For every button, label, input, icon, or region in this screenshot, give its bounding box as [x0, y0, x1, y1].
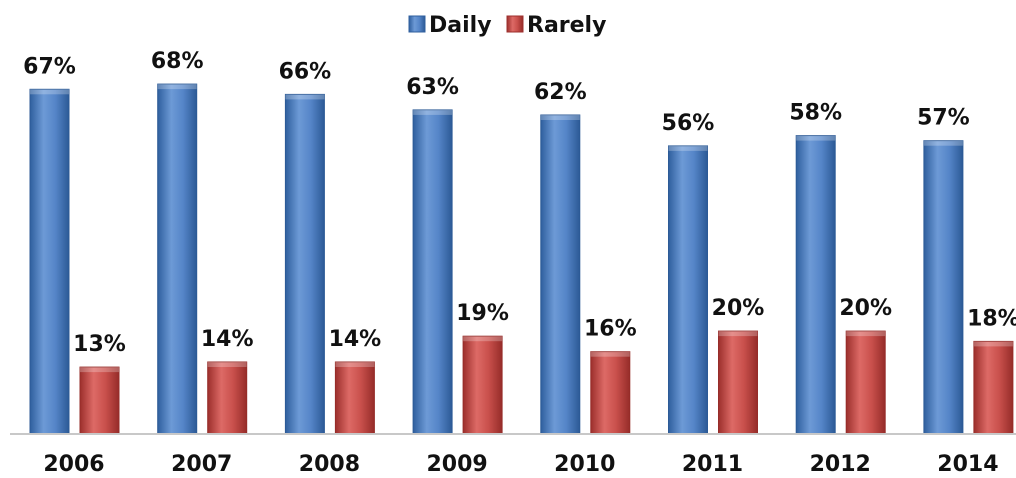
x-tick-label-2010: 2010 [554, 452, 615, 477]
bar-rarely-2011 [718, 330, 758, 435]
bar-daily-2010 [540, 114, 581, 435]
bar-rarely-2014 [973, 340, 1014, 435]
bar-highlight-daily-2006 [30, 89, 69, 95]
data-label-rarely-2014: 18% [967, 306, 1016, 331]
bar-highlight-rarely-2008 [335, 362, 375, 367]
bar-rarely-2008 [334, 361, 375, 435]
legend-label-daily: Daily [429, 13, 492, 38]
bar-highlight-daily-2011 [668, 145, 708, 151]
x-tick-label-2014: 2014 [937, 452, 998, 477]
bar-highlight-rarely-2010 [590, 351, 630, 357]
data-label-rarely-2006: 13% [73, 332, 126, 357]
bar-rarely-2006 [79, 366, 120, 435]
data-label-rarely-2008: 14% [329, 327, 382, 352]
legend-swatch-daily [408, 15, 426, 33]
bar-highlight-rarely-2012 [846, 331, 886, 337]
legend-label-rarely: Rarely [527, 13, 606, 38]
bar-daily-2006 [29, 88, 70, 435]
bar-highlight-rarely-2011 [718, 331, 758, 337]
bar-daily-2009 [412, 109, 453, 435]
bar-highlight-rarely-2007 [207, 362, 247, 367]
data-label-daily-2006: 67% [23, 54, 76, 79]
bar-highlight-daily-2010 [540, 115, 580, 120]
data-label-daily-2009: 63% [406, 75, 459, 100]
x-tick-label-2007: 2007 [171, 452, 232, 477]
data-label-daily-2011: 56% [662, 111, 715, 136]
bars [29, 83, 1014, 435]
data-label-rarely-2010: 16% [584, 317, 637, 342]
bar-rarely-2007 [207, 361, 248, 435]
legend-swatch-rarely [506, 15, 524, 33]
bar-highlight-rarely-2006 [80, 367, 119, 373]
x-axis-tick-labels: 2006 2007 2008 2009 2010 2011 2012 2014 [43, 452, 998, 477]
data-label-rarely-2012: 20% [839, 296, 892, 321]
bar-rarely-2010 [590, 351, 631, 435]
x-tick-label-2009: 2009 [426, 452, 487, 477]
bar-highlight-rarely-2009 [463, 336, 503, 342]
bar-daily-2014 [923, 140, 964, 435]
bar-highlight-daily-2007 [157, 84, 197, 90]
bar-daily-2011 [668, 145, 708, 435]
x-tick-label-2011: 2011 [682, 452, 743, 477]
x-tick-label-2006: 2006 [43, 452, 104, 477]
data-label-daily-2014: 57% [917, 106, 970, 131]
x-tick-label-2008: 2008 [299, 452, 360, 477]
x-tick-label-2012: 2012 [810, 452, 871, 477]
legend: Daily Rarely [408, 13, 606, 38]
data-label-rarely-2009: 19% [456, 301, 509, 326]
data-label-daily-2007: 68% [151, 49, 204, 74]
data-label-daily-2010: 62% [534, 80, 587, 105]
data-label-rarely-2011: 20% [712, 296, 765, 321]
bar-daily-2007 [157, 83, 198, 435]
bar-highlight-rarely-2014 [973, 341, 1013, 347]
bar-daily-2012 [795, 135, 836, 435]
bar-rarely-2012 [845, 330, 886, 435]
data-labels: 67% 13% 68% 14% 66% 14% 63% 19% 62% 16% 56% 20% 58% 2… [23, 49, 1016, 357]
bar-highlight-daily-2008 [285, 94, 325, 100]
data-label-daily-2008: 66% [279, 59, 332, 84]
bar-highlight-daily-2012 [796, 135, 836, 141]
data-label-rarely-2007: 14% [201, 327, 254, 352]
data-label-daily-2012: 58% [789, 101, 842, 126]
bar-highlight-daily-2014 [923, 140, 963, 146]
bar-daily-2008 [284, 93, 325, 435]
bar-rarely-2009 [462, 335, 503, 435]
bar-highlight-daily-2009 [413, 109, 453, 115]
